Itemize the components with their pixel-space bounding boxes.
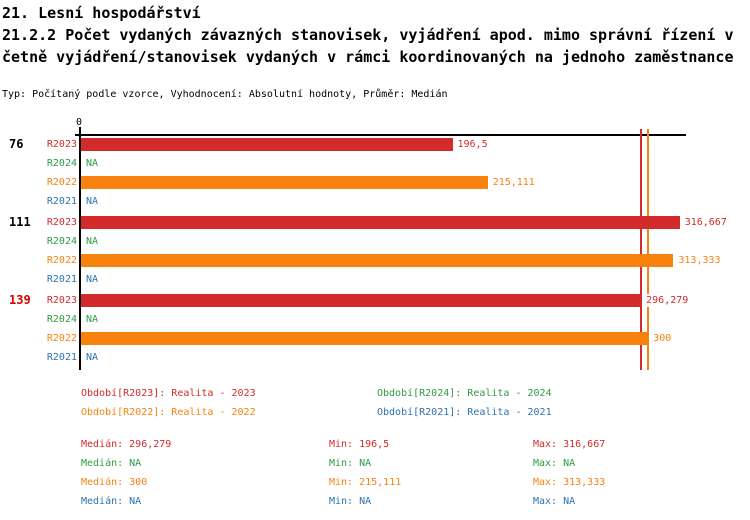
x-axis-tick-label: 0 [75, 117, 83, 128]
bar-value-label: 196,5 [457, 138, 488, 151]
na-value-label: NA [86, 196, 99, 207]
bar-value-label: 215,111 [492, 176, 535, 189]
legend-item-r2022: Období[R2022]: Realita - 2022 [81, 407, 256, 418]
median-stat-r2022: Medián: 300 [81, 477, 148, 488]
series-tick-label: R2022 [46, 255, 77, 266]
bar-value-label: 300 [653, 332, 672, 345]
series-tick-label: R2022 [46, 333, 77, 344]
median-line-r2023 [640, 129, 643, 370]
series-tick-label: R2023 [46, 217, 77, 228]
bar [81, 254, 674, 267]
chart-subtitle: Typ: Počítaný podle vzorce, Vyhodnocení:… [2, 89, 448, 100]
legend-item-r2021: Období[R2021]: Realita - 2021 [377, 407, 552, 418]
page-title: 21. Lesní hospodářství [2, 4, 201, 22]
legend-item-r2024: Období[R2024]: Realita - 2024 [377, 388, 552, 399]
min-stat-r2023: Min: 196,5 [329, 439, 390, 450]
series-tick-label: R2022 [46, 177, 77, 188]
median-stat-r2023: Medián: 296,279 [81, 439, 172, 450]
median-line-r2022 [647, 129, 650, 370]
chart-title-line-1: 21.2.2 Počet vydaných závazných stanovis… [2, 26, 734, 44]
max-stat-r2024: Max: NA [533, 458, 576, 469]
na-value-label: NA [86, 314, 99, 325]
bar [81, 294, 642, 307]
bar [81, 332, 649, 345]
bar [81, 176, 488, 189]
series-tick-label: R2024 [46, 314, 77, 325]
series-tick-label: R2021 [46, 196, 77, 207]
bar [81, 138, 453, 151]
chart-title-line-2: četně vyjádření/stanovisek vydaných v rá… [2, 48, 734, 66]
na-value-label: NA [86, 236, 99, 247]
na-value-label: NA [86, 274, 99, 285]
min-stat-r2022: Min: 215,111 [329, 477, 402, 488]
bar [81, 216, 680, 229]
series-tick-label: R2024 [46, 236, 77, 247]
series-tick-label: R2021 [46, 274, 77, 285]
group-label: 111 [9, 215, 31, 229]
max-stat-r2021: Max: NA [533, 496, 576, 507]
min-stat-r2024: Min: NA [329, 458, 372, 469]
series-tick-label: R2024 [46, 158, 77, 169]
max-stat-r2022: Max: 313,333 [533, 477, 606, 488]
group-label: 76 [9, 137, 24, 151]
median-stat-r2024: Medián: NA [81, 458, 142, 469]
bar-value-label: 316,667 [684, 216, 727, 229]
group-label: 139 [9, 293, 31, 307]
y-axis-line [79, 127, 81, 370]
max-stat-r2023: Max: 316,667 [533, 439, 606, 450]
median-stat-r2021: Medián: NA [81, 496, 142, 507]
x-axis-line [75, 134, 686, 136]
na-value-label: NA [86, 158, 99, 169]
legend-item-r2023: Období[R2023]: Realita - 2023 [81, 388, 256, 399]
series-tick-label: R2021 [46, 352, 77, 363]
bar-value-label: 296,279 [646, 294, 689, 307]
na-value-label: NA [86, 352, 99, 363]
min-stat-r2021: Min: NA [329, 496, 372, 507]
series-tick-label: R2023 [46, 139, 77, 150]
series-tick-label: R2023 [46, 295, 77, 306]
bar-value-label: 313,333 [678, 254, 721, 267]
